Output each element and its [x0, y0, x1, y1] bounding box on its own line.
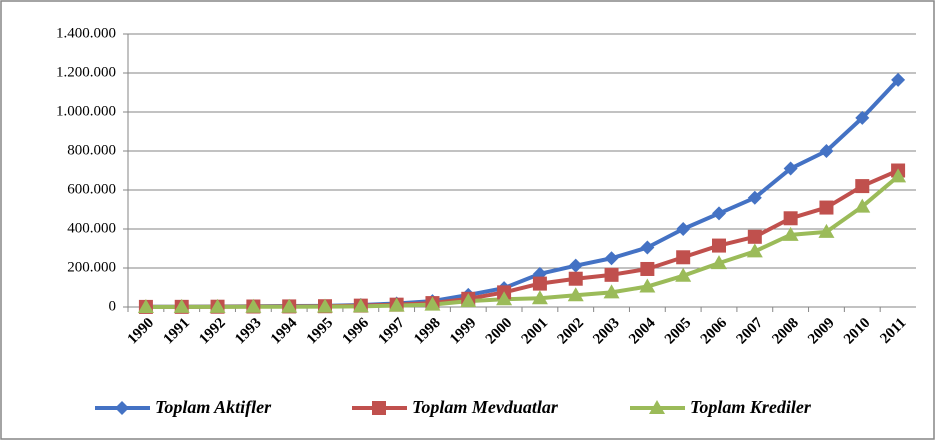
- data-point: [819, 200, 834, 215]
- data-point: [460, 293, 477, 308]
- data-point: [388, 297, 405, 312]
- data-point: [281, 298, 298, 313]
- y-tick-label: 400.000: [67, 220, 116, 236]
- data-point: [783, 161, 798, 176]
- legend-label: Toplam Aktifler: [155, 397, 272, 417]
- data-point: [424, 296, 441, 311]
- y-tick-label: 800.000: [67, 142, 116, 158]
- y-tick-label: 1.400.000: [56, 25, 116, 41]
- data-point: [137, 298, 154, 313]
- legend-label: Toplam Krediler: [690, 397, 812, 417]
- y-tick-label: 1.200.000: [56, 64, 116, 80]
- data-point: [568, 258, 583, 273]
- data-point: [675, 267, 692, 282]
- data-point: [317, 298, 333, 313]
- data-point: [496, 291, 513, 306]
- data-point: [711, 255, 727, 270]
- data-point: [567, 287, 584, 302]
- data-point: [173, 298, 190, 313]
- legend-marker: [372, 401, 386, 415]
- data-point: [890, 168, 907, 183]
- y-tick-label: 0: [109, 298, 117, 314]
- data-point: [818, 223, 835, 238]
- data-point: [532, 276, 547, 291]
- data-point: [604, 267, 619, 282]
- data-point: [352, 298, 369, 313]
- data-point: [855, 179, 870, 194]
- data-point: [747, 229, 762, 244]
- data-point: [676, 250, 691, 265]
- data-point: [209, 298, 226, 313]
- data-point: [568, 271, 583, 286]
- legend-marker: [115, 401, 129, 415]
- data-point: [639, 278, 656, 293]
- data-point: [531, 290, 548, 305]
- data-point: [603, 284, 620, 299]
- data-point: [854, 198, 871, 213]
- data-point: [783, 211, 798, 226]
- legend-marker: [649, 400, 665, 414]
- series-line: [145, 174, 900, 309]
- data-point: [676, 222, 691, 236]
- data-point: [640, 261, 655, 276]
- y-tick-label: 1.000.000: [56, 103, 116, 119]
- data-point: [746, 243, 763, 258]
- data-point: [891, 72, 906, 87]
- data-point: [712, 206, 726, 221]
- data-point: [640, 240, 655, 255]
- data-point: [604, 251, 619, 266]
- y-tick-label: 200.000: [67, 259, 116, 275]
- data-point: [712, 238, 726, 253]
- data-point: [245, 298, 262, 313]
- data-point: [747, 190, 762, 205]
- legend-label: Toplam Mevduatlar: [412, 397, 559, 417]
- data-point: [819, 144, 834, 158]
- data-point: [782, 226, 799, 241]
- y-tick-label: 600.000: [67, 181, 116, 197]
- data-point: [855, 110, 870, 125]
